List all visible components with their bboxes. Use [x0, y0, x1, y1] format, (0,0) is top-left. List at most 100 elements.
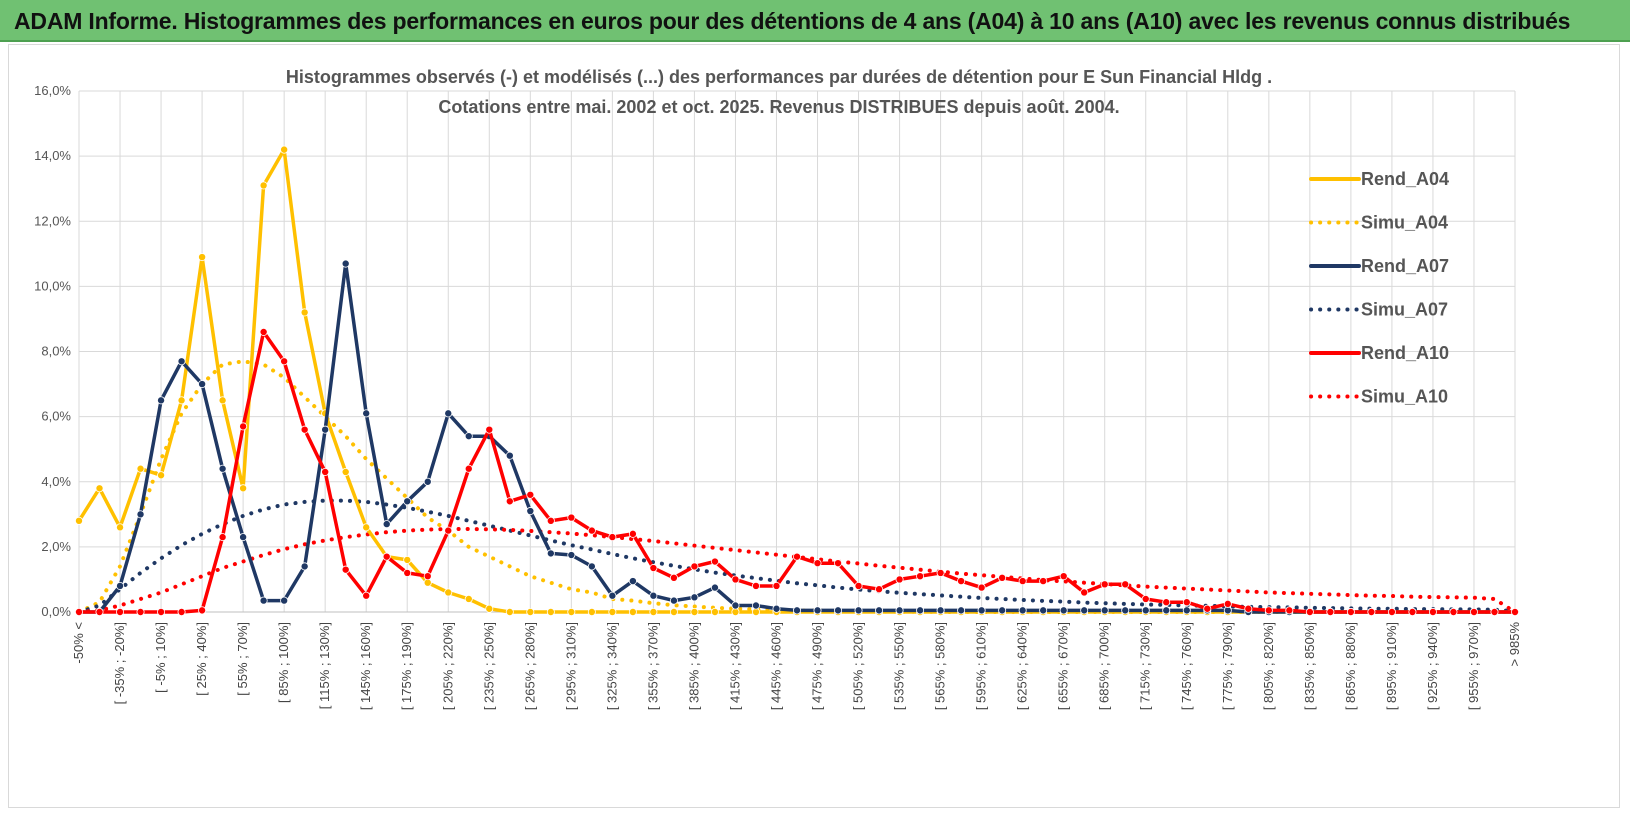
- point-Rend_A04: [198, 253, 207, 262]
- y-tick-label: 10,0%: [34, 278, 71, 293]
- point-Rend_A10: [936, 568, 945, 577]
- x-tick-label: [ 715% ; 730%]: [1138, 622, 1153, 710]
- point-Rend_A07: [321, 425, 330, 434]
- x-tick-label: [ 235% ; 250%]: [481, 622, 496, 710]
- point-Rend_A07: [239, 533, 248, 542]
- point-Rend_A10: [259, 327, 268, 336]
- banner-title: ADAM Informe. Histogrammes des performan…: [14, 8, 1571, 34]
- x-tick-label: [ 745% ; 760%]: [1179, 622, 1194, 710]
- point-Rend_A04: [710, 608, 719, 617]
- point-Rend_A07: [567, 551, 576, 560]
- point-Rend_A07: [669, 596, 678, 605]
- point-Rend_A04: [608, 608, 617, 617]
- point-Rend_A10: [1408, 608, 1417, 617]
- point-Rend_A04: [300, 308, 309, 317]
- point-Rend_A07: [936, 606, 945, 615]
- point-Rend_A10: [464, 464, 473, 473]
- legend-label-Rend_A07[interactable]: Rend_A07: [1361, 256, 1449, 276]
- point-Rend_A04: [485, 604, 494, 613]
- point-Rend_A10: [1264, 606, 1273, 615]
- chart: 0,0% 2,0% 4,0% 6,0% 8,0% 10,0% 12,0% 14,0% 16,0%…: [34, 67, 1522, 711]
- point-Rend_A10: [1449, 608, 1458, 617]
- point-Rend_A07: [977, 606, 986, 615]
- point-Rend_A10: [813, 559, 822, 568]
- x-tick-label: [ -35% ; -20%]: [112, 622, 127, 704]
- point-Rend_A10: [1162, 598, 1171, 607]
- x-tick-label: [ 475% ; 490%]: [810, 622, 825, 710]
- chart-title-line-1: Histogrammes observés (-) et modélisés (…: [286, 67, 1272, 87]
- point-Rend_A04: [239, 484, 248, 493]
- x-tick-label: [ 625% ; 640%]: [1015, 622, 1030, 710]
- point-Rend_A10: [1428, 608, 1437, 617]
- point-Rend_A10: [403, 568, 412, 577]
- x-tick-label: [ 295% ; 310%]: [563, 622, 578, 710]
- x-tick-label: [ 595% ; 610%]: [974, 622, 989, 710]
- point-Rend_A04: [75, 516, 84, 525]
- x-tick-label: [ 835% ; 850%]: [1302, 622, 1317, 710]
- series-line-Rend_A10: [77, 330, 1517, 614]
- point-Rend_A07: [382, 520, 391, 529]
- y-tick-label: 16,0%: [34, 83, 71, 98]
- legend-label-Rend_A10[interactable]: Rend_A10: [1361, 343, 1449, 363]
- point-Rend_A07: [1059, 606, 1068, 615]
- x-tick-label: [ -5% ; 10%]: [153, 622, 168, 693]
- x-tick-label: [ 505% ; 520%]: [851, 622, 866, 710]
- point-Rend_A07: [649, 591, 658, 600]
- point-Rend_A10: [423, 572, 432, 581]
- x-tick-label: [ 955% ; 970%]: [1466, 622, 1481, 710]
- x-tick-label: [ 85% ; 100%]: [276, 622, 291, 703]
- legend-label-Simu_A10[interactable]: Simu_A10: [1361, 387, 1448, 407]
- point-Rend_A10: [1080, 588, 1089, 597]
- point-Rend_A10: [587, 526, 596, 535]
- point-Rend_A10: [280, 357, 289, 366]
- point-Rend_A10: [526, 490, 535, 499]
- point-Rend_A07: [854, 606, 863, 615]
- point-Rend_A04: [649, 608, 658, 617]
- point-Rend_A07: [116, 581, 125, 590]
- point-Rend_A10: [362, 591, 371, 600]
- point-Rend_A10: [875, 585, 884, 594]
- point-Rend_A04: [567, 608, 576, 617]
- x-tick-label: [ 805% ; 820%]: [1261, 622, 1276, 710]
- point-Rend_A10: [998, 573, 1007, 582]
- point-Rend_A07: [1080, 606, 1089, 615]
- series-line-Simu_A07: [77, 498, 1517, 614]
- point-Rend_A10: [957, 577, 966, 586]
- point-Rend_A04: [95, 484, 104, 493]
- legend-label-Simu_A04[interactable]: Simu_A04: [1361, 213, 1448, 233]
- x-tick-label: [ 865% ; 880%]: [1343, 622, 1358, 710]
- x-tick-label: [ 385% ; 400%]: [686, 622, 701, 710]
- x-tick-label: [ 355% ; 370%]: [645, 622, 660, 710]
- x-tick-label: [ 775% ; 790%]: [1220, 622, 1235, 710]
- y-tick-label: 14,0%: [34, 148, 71, 163]
- grid: [78, 90, 1516, 613]
- point-Rend_A04: [280, 145, 289, 154]
- y-tick-label: 6,0%: [41, 409, 71, 424]
- point-Rend_A07: [362, 409, 371, 418]
- point-Rend_A07: [751, 601, 760, 610]
- point-Rend_A10: [75, 608, 84, 617]
- point-Rend_A04: [177, 396, 186, 405]
- legend-label-Rend_A04[interactable]: Rend_A04: [1361, 169, 1449, 189]
- point-Rend_A04: [341, 467, 350, 476]
- point-Rend_A10: [977, 583, 986, 592]
- point-Rend_A10: [341, 565, 350, 574]
- point-Rend_A04: [259, 181, 268, 190]
- y-tick-label: 2,0%: [41, 539, 71, 554]
- legend-label-Simu_A07[interactable]: Simu_A07: [1361, 300, 1448, 320]
- point-Rend_A10: [1039, 577, 1048, 586]
- y-tick-label: 4,0%: [41, 474, 71, 489]
- x-axis: -50% < [ -35% ; -20%] [ -5% ; 10%] [ 25% ; …: [71, 622, 1522, 711]
- x-tick-label: [ 535% ; 550%]: [892, 622, 907, 710]
- point-Rend_A10: [1182, 598, 1191, 607]
- point-Rend_A10: [628, 529, 637, 538]
- point-Rend_A10: [854, 581, 863, 590]
- legend[interactable]: Rend_A04 Simu_A04 Rend_A07 Simu_A07 Rend_A10…: [1309, 169, 1449, 407]
- point-Rend_A07: [341, 259, 350, 268]
- point-Rend_A10: [1059, 572, 1068, 581]
- point-Rend_A07: [198, 380, 207, 389]
- point-Rend_A10: [300, 425, 309, 434]
- chart-frame: 0,0% 2,0% 4,0% 6,0% 8,0% 10,0% 12,0% 14,0% 16,0%…: [8, 44, 1620, 808]
- point-Rend_A07: [1141, 606, 1150, 615]
- point-Rend_A04: [546, 608, 555, 617]
